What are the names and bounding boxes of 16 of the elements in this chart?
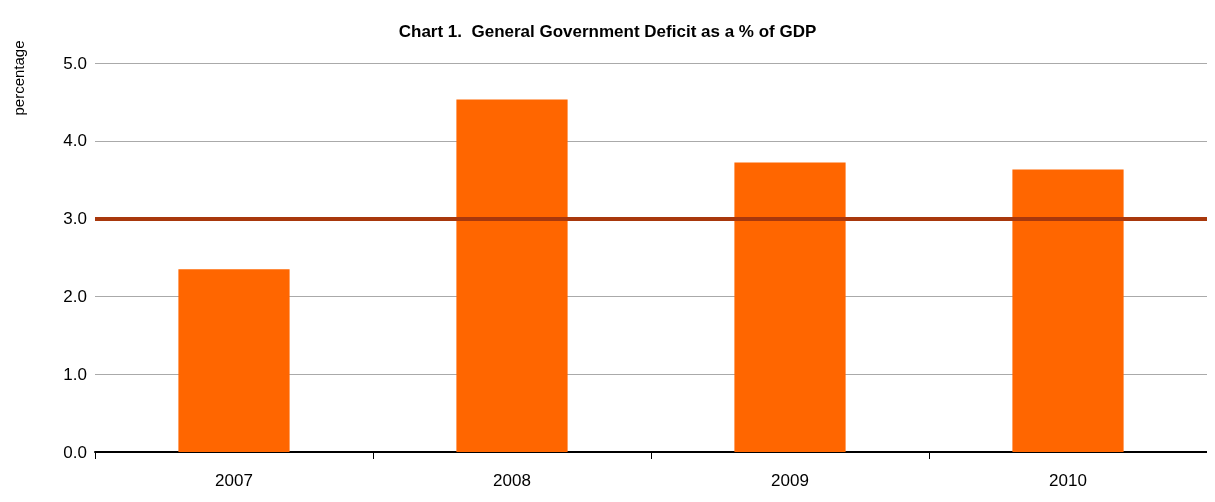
x-tick-label: 2007 bbox=[215, 471, 253, 490]
bar bbox=[178, 269, 290, 452]
bar bbox=[456, 99, 568, 452]
y-tick-label: 0.0 bbox=[63, 442, 87, 462]
y-tick-label: 2.0 bbox=[63, 286, 87, 306]
y-tick-label: 4.0 bbox=[63, 131, 87, 151]
bar bbox=[734, 162, 846, 452]
y-tick-label: 3.0 bbox=[63, 209, 87, 229]
y-axis-title: percentage bbox=[9, 40, 27, 116]
x-tick-label: 2008 bbox=[493, 471, 531, 490]
chart-title: Chart 1. General Government Deficit as a % of GDP bbox=[398, 22, 817, 41]
y-tick-label: 1.0 bbox=[63, 364, 87, 384]
x-tick-label: 2010 bbox=[1049, 471, 1087, 490]
bar bbox=[1012, 169, 1124, 452]
y-tick-label: 5.0 bbox=[63, 53, 87, 73]
x-tick-label: 2009 bbox=[771, 471, 809, 490]
